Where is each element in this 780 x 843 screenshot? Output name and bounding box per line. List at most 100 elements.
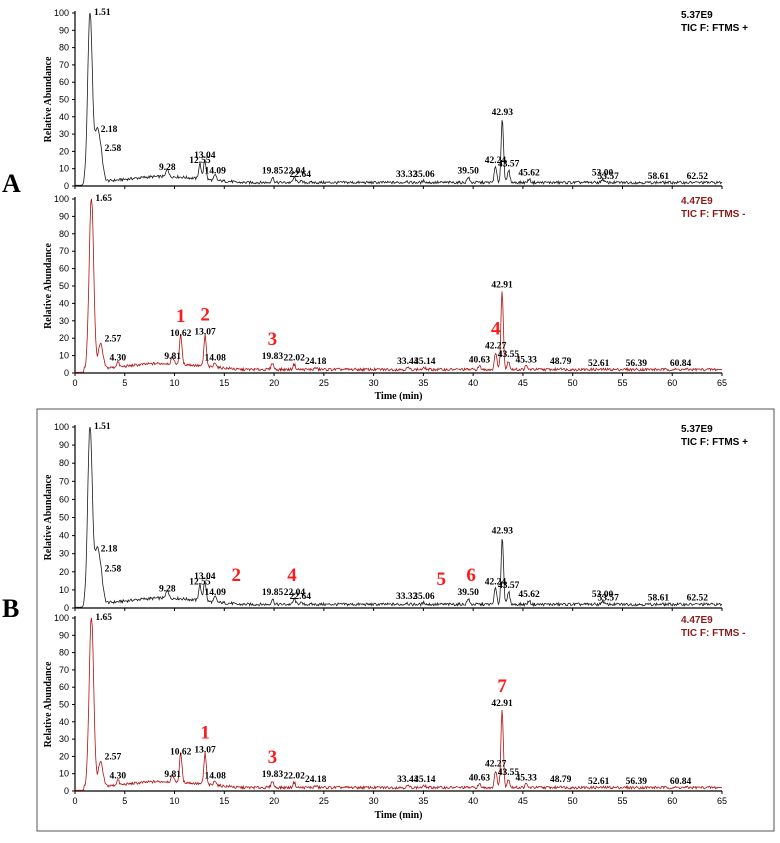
peak-label: 22.64 [290, 592, 312, 602]
y-tick-label: 100 [54, 422, 69, 432]
peak-label: 45.62 [518, 168, 540, 178]
peak-label: 14.08 [204, 772, 226, 782]
scan-filter-label: TIC F: FTMS - [681, 628, 745, 639]
compound-annotation: 6 [466, 565, 476, 586]
peak-label: 42.24 [485, 156, 507, 166]
y-tick-label: 0 [64, 786, 69, 796]
x-tick-label: 45 [518, 796, 528, 806]
peak-label: 19.83 [262, 770, 284, 780]
peak-label: 52.61 [588, 359, 610, 369]
peak-label: 22.64 [290, 170, 312, 180]
x-tick-label: 30 [369, 796, 379, 806]
intensity-label: 4.47E9 [681, 615, 713, 626]
y-tick-label: 100 [54, 8, 69, 18]
y-tick-label: 50 [59, 95, 69, 105]
y-tick-label: 0 [64, 603, 69, 613]
peak-label: 14.09 [205, 167, 227, 177]
x-tick-label: 45 [518, 378, 528, 388]
peak-label: 39.50 [457, 588, 479, 598]
peak-label: 45.33 [516, 355, 538, 365]
y-tick-label: 10 [59, 769, 69, 779]
peak-label: 62.52 [687, 172, 709, 182]
x-tick-label: 20 [269, 796, 279, 806]
x-tick-label: 30 [369, 378, 379, 388]
peak-label: 22.04 [284, 167, 306, 177]
peak-label: 19.85 [262, 167, 284, 177]
tic-trace-line [75, 198, 723, 373]
peak-label: 33.32 [396, 592, 418, 602]
y-tick-label: 60 [59, 682, 69, 692]
peak-label: 42.91 [491, 280, 513, 290]
y-tick-label: 20 [59, 146, 69, 156]
peak-label: 42.24 [485, 577, 507, 587]
x-tick-label: 35 [418, 378, 428, 388]
peak-label: 4.30 [109, 354, 126, 364]
peak-label: 35.06 [413, 592, 435, 602]
peak-label: 43.55 [498, 768, 520, 778]
peak-label: 33.32 [396, 170, 418, 180]
y-axis-label: Relative Abundance [43, 56, 54, 142]
peak-label: 12.55 [189, 156, 211, 166]
y-tick-label: 90 [59, 25, 69, 35]
tic-trace-line [75, 617, 723, 791]
compound-annotation: 3 [268, 747, 278, 768]
x-tick-label: 0 [72, 796, 77, 806]
compound-annotation: 3 [268, 329, 278, 350]
scan-filter-label: TIC F: FTMS + [681, 23, 748, 34]
peak-label: 9.81 [164, 770, 181, 780]
y-tick-label: 40 [59, 112, 69, 122]
peak-label: 48.79 [550, 357, 572, 367]
peak-label: 60.84 [670, 777, 692, 787]
peak-label: 2.18 [101, 125, 118, 135]
x-tick-label: 50 [568, 378, 578, 388]
peak-label: 40.63 [469, 355, 491, 365]
x-tick-label: 40 [468, 378, 478, 388]
x-tick-label: 0 [72, 378, 77, 388]
y-tick-label: 90 [59, 630, 69, 640]
x-tick-label: 10 [170, 378, 180, 388]
y-axis-label: Relative Abundance [43, 243, 54, 329]
peak-label: 53.00 [592, 168, 614, 178]
peak-label: 42.27 [485, 760, 507, 770]
peak-label: 1.51 [94, 8, 111, 18]
peak-label: 2.58 [105, 144, 122, 154]
peak-label: 9.81 [164, 352, 181, 362]
y-tick-label: 70 [59, 476, 69, 486]
y-tick-label: 40 [59, 298, 69, 308]
y-tick-label: 60 [59, 264, 69, 274]
y-axis-label: Relative Abundance [43, 661, 54, 747]
x-tick-label: 15 [219, 378, 229, 388]
x-tick-label: 20 [269, 378, 279, 388]
y-tick-label: 80 [59, 43, 69, 53]
y-tick-label: 80 [59, 229, 69, 239]
peak-label: 9.28 [159, 163, 176, 173]
x-axis-label: Time (min) [375, 810, 423, 821]
peak-label: 42.91 [491, 699, 513, 709]
y-tick-label: 10 [59, 585, 69, 595]
y-tick-label: 50 [59, 700, 69, 710]
y-tick-label: 70 [59, 665, 69, 675]
x-tick-label: 50 [568, 796, 578, 806]
peak-label: 13.07 [194, 327, 216, 337]
peak-label: 22.02 [283, 354, 305, 364]
peak-label: 2.18 [101, 545, 118, 555]
intensity-label: 5.37E9 [681, 10, 713, 21]
x-tick-label: 40 [468, 796, 478, 806]
peak-label: 40.63 [469, 773, 491, 783]
compound-annotation: 5 [437, 569, 447, 590]
y-tick-label: 40 [59, 531, 69, 541]
peak-label: 4.30 [109, 772, 126, 782]
y-tick-label: 60 [59, 494, 69, 504]
x-tick-label: 25 [319, 796, 329, 806]
peak-label: 12.55 [189, 577, 211, 587]
compound-annotation: 2 [232, 565, 242, 586]
x-tick-label: 55 [617, 796, 627, 806]
peak-label: 9.28 [159, 585, 176, 595]
compound-annotation: 4 [287, 565, 297, 586]
x-tick-label: 15 [219, 796, 229, 806]
peak-label: 43.57 [498, 160, 520, 170]
panel-letter: B [2, 594, 19, 623]
